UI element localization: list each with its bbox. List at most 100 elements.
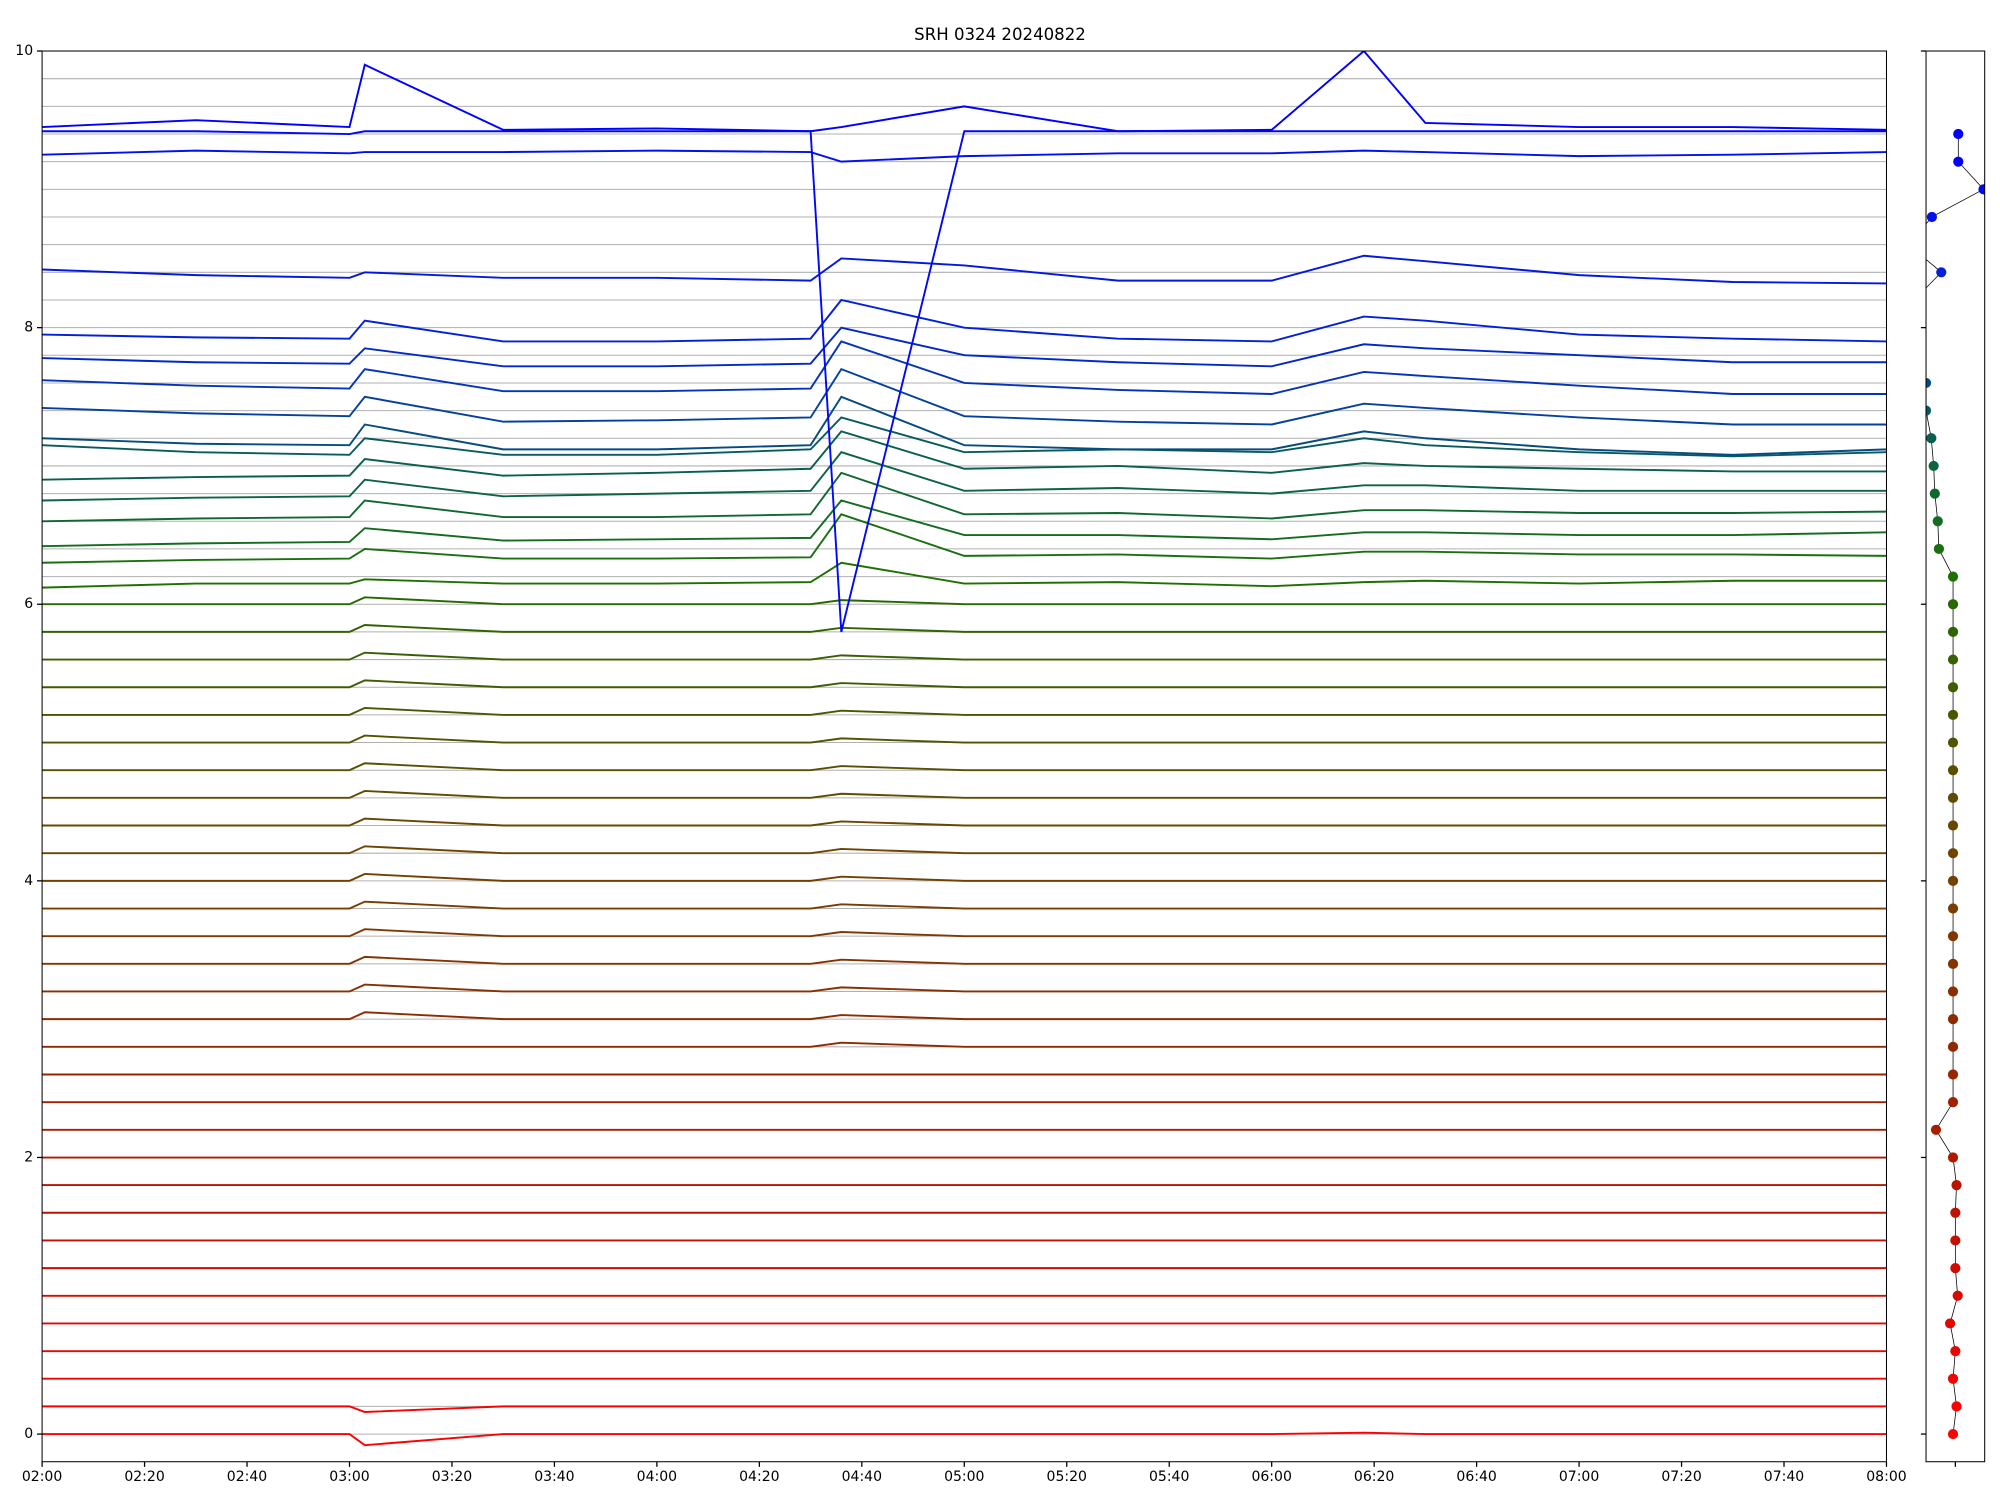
- point: [1947, 1069, 1959, 1080]
- x-tick-label: 02:00: [22, 1469, 62, 1485]
- y-tick-label: 10: [15, 43, 33, 59]
- point: [1951, 1401, 1962, 1412]
- point: [1947, 626, 1959, 638]
- x-tick-label: 06:40: [1456, 1469, 1496, 1485]
- series-line: [42, 706, 1887, 716]
- series-line: [42, 471, 1887, 523]
- axes: 0 2 4 6 8 10 02:00 02:20 02:40 03:00 03:20 03:40 04:…: [15, 43, 1986, 1485]
- point: [1926, 377, 1932, 389]
- point: [1929, 488, 1940, 499]
- point: [1928, 460, 1939, 472]
- series-line: [42, 1041, 1887, 1048]
- x-tick-label: 05:00: [944, 1469, 984, 1485]
- series-line: [42, 651, 1887, 661]
- point: [1947, 986, 1959, 997]
- point: [1926, 405, 1932, 416]
- series-line: [42, 596, 1887, 606]
- series-line: [42, 624, 1887, 633]
- point: [1947, 931, 1959, 942]
- point: [1950, 1235, 1961, 1246]
- series-line: [42, 789, 1887, 799]
- x-tick-label: 06:20: [1354, 1469, 1394, 1485]
- point: [1932, 516, 1943, 527]
- series-line: [42, 928, 1887, 938]
- series-line: [42, 734, 1887, 744]
- point: [1944, 1318, 1956, 1329]
- point: [1930, 1124, 1942, 1135]
- point: [1903, 240, 1913, 250]
- point: [1947, 875, 1959, 886]
- x-tick-label: 03:00: [329, 1469, 369, 1485]
- series-line: [42, 679, 1887, 689]
- point: [1897, 323, 1907, 333]
- y-tick-label: 8: [24, 320, 33, 336]
- point: [1950, 1263, 1961, 1274]
- point: [1953, 156, 1964, 167]
- point: [1947, 737, 1959, 748]
- series-line: [42, 513, 1887, 564]
- series-line: [42, 298, 1887, 343]
- point: [1926, 433, 1937, 444]
- point: [1947, 1152, 1959, 1163]
- point: [1947, 765, 1959, 776]
- point: [1947, 958, 1959, 969]
- point: [1947, 571, 1959, 582]
- point: [1933, 543, 1945, 555]
- point: [1947, 848, 1959, 859]
- x-tick-label: 07:40: [1764, 1469, 1804, 1485]
- x-tick-label: 07:00: [1559, 1469, 1599, 1485]
- series-line: [42, 817, 1887, 827]
- x-tick-label: 02:40: [227, 1469, 267, 1485]
- series-line: [42, 561, 1887, 589]
- point: [1951, 1180, 1962, 1191]
- series-line: [42, 845, 1887, 855]
- x-tick-label: 05:20: [1047, 1469, 1087, 1485]
- point: [1947, 682, 1959, 693]
- main-plot: [42, 51, 1887, 1447]
- series-line: [42, 451, 1887, 502]
- chart-title: SRH 0324 20240822: [914, 25, 1086, 44]
- series-line: [42, 1405, 1887, 1413]
- x-tick-label: 07:20: [1661, 1469, 1701, 1485]
- series-line: [42, 499, 1887, 548]
- series-line: [42, 395, 1887, 456]
- axes-frame: [41, 50, 1887, 1463]
- series-line: [42, 873, 1887, 882]
- point: [1947, 820, 1959, 831]
- side-plot: [1897, 128, 1985, 1440]
- point: [1909, 295, 1919, 305]
- series-line: [42, 1431, 1887, 1447]
- point: [1947, 792, 1959, 803]
- point: [1947, 1097, 1959, 1108]
- x-tick-label: 03:40: [534, 1469, 574, 1485]
- series-line: [42, 51, 1887, 133]
- point: [1950, 1345, 1961, 1357]
- x-tick-label: 04:40: [842, 1469, 882, 1485]
- y-tick-label: 4: [24, 873, 33, 889]
- point: [1947, 1373, 1959, 1384]
- point: [1947, 903, 1959, 914]
- y-tick-label: 6: [24, 596, 33, 612]
- point: [1947, 1014, 1959, 1025]
- point: [1952, 1290, 1963, 1301]
- point: [1950, 1207, 1961, 1218]
- x-tick-label: 08:00: [1866, 1469, 1906, 1485]
- x-tick-label: 02:20: [124, 1469, 164, 1485]
- series-line: [42, 900, 1887, 910]
- series-line: [42, 955, 1887, 965]
- series-line: [42, 149, 1887, 163]
- x-tick-label: 03:20: [432, 1469, 472, 1485]
- series-line: [42, 983, 1887, 993]
- y-tick-label: 2: [24, 1149, 33, 1165]
- point: [1947, 709, 1959, 720]
- connector-line: [1926, 134, 1985, 1435]
- x-tick-label: 06:00: [1251, 1469, 1291, 1485]
- point: [1953, 128, 1964, 140]
- point: [1926, 211, 1937, 223]
- series-line: [42, 430, 1887, 481]
- series-line: [42, 1011, 1887, 1021]
- x-tick-label: 04:20: [739, 1469, 779, 1485]
- point: [1936, 267, 1947, 278]
- series-line: [42, 254, 1887, 285]
